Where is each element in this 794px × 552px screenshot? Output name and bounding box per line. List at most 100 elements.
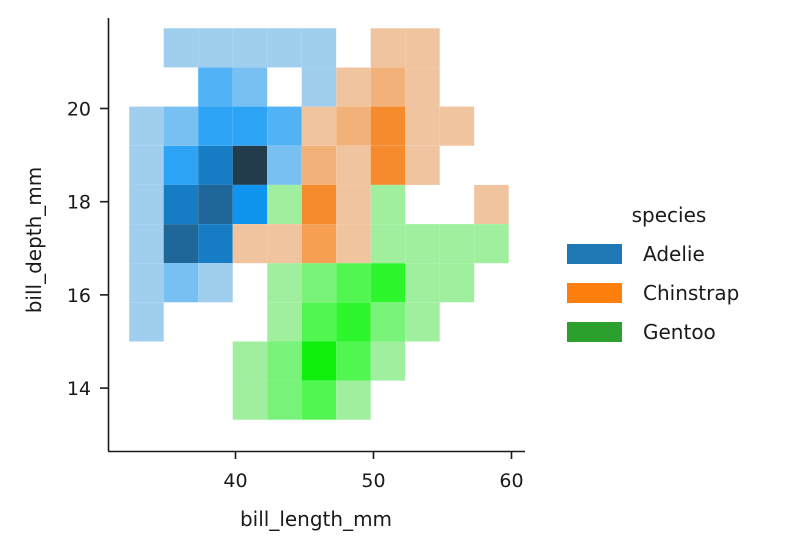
histogram-cell (232, 380, 268, 420)
series-gentoo-cells (232, 184, 509, 420)
histogram-cell (370, 28, 406, 68)
x-tick-label: 60 (499, 470, 523, 492)
histogram-cell (267, 263, 302, 303)
histogram-cell (370, 341, 406, 381)
series-adelie-cells (129, 28, 337, 342)
histogram-cell (232, 184, 268, 224)
x-axis-ticks: 40 50 60 (223, 451, 524, 492)
histogram-cell (267, 106, 302, 146)
histogram-cell (474, 224, 509, 264)
histogram-cell (370, 184, 406, 224)
legend-label-chinstrap: Chinstrap (643, 281, 739, 305)
histogram-cell (267, 184, 302, 224)
legend-label-gentoo: Gentoo (643, 320, 716, 344)
y-tick-label: 18 (67, 192, 91, 214)
histogram-cell (232, 28, 268, 68)
histogram-cell (129, 106, 164, 146)
histogram-cell (336, 106, 371, 146)
histogram-cell (301, 302, 337, 342)
histogram-cell (232, 106, 268, 146)
histogram-cell (405, 145, 440, 185)
series-chinstrap-cells (232, 28, 509, 264)
y-tick-label: 20 (67, 99, 91, 121)
histogram-cell (336, 145, 371, 185)
histogram-cell (198, 224, 233, 264)
histogram-cell (267, 145, 302, 185)
histogram-cell (232, 67, 268, 107)
histogram-cell (301, 145, 337, 185)
histogram-cell (198, 28, 233, 68)
histogram-cell (405, 263, 440, 303)
legend-entries: Adelie Chinstrap Gentoo (567, 242, 739, 344)
histogram-cell (198, 263, 233, 303)
histogram-cell (232, 341, 268, 381)
histogram-cell (336, 67, 371, 107)
histogram-cell (336, 263, 371, 303)
histogram-cell (405, 106, 440, 146)
histogram-cell (301, 341, 337, 381)
histogram-cell (336, 341, 371, 381)
histogram-cell (198, 145, 233, 185)
legend-swatch-chinstrap (567, 283, 622, 303)
histogram-cell (301, 67, 337, 107)
histogram-cell (301, 184, 337, 224)
histogram-cell (370, 67, 406, 107)
histogram-cell (267, 28, 302, 68)
histogram-cell (198, 106, 233, 146)
histogram-cell (267, 341, 302, 381)
legend-title: species (632, 203, 707, 227)
histogram-cell (198, 67, 233, 107)
histogram-cell (232, 224, 268, 264)
histogram-cell (370, 224, 406, 264)
histogram-cell (129, 184, 164, 224)
histogram-cell (198, 184, 233, 224)
histogram-cell (129, 263, 164, 303)
histogram-cell (405, 302, 440, 342)
legend: species Adelie Chinstrap Gentoo (567, 203, 739, 344)
histogram-cell (267, 380, 302, 420)
histogram-cell (163, 263, 199, 303)
histogram-cell (474, 184, 509, 224)
histogram-cell (336, 224, 371, 264)
histogram-cell (405, 28, 440, 68)
histogram-cell (163, 224, 199, 264)
histogram-cell (336, 184, 371, 224)
histogram-cell (129, 224, 164, 264)
histogram-cell (439, 263, 475, 303)
histogram-cell (336, 380, 371, 420)
histogram-cell (301, 380, 337, 420)
histogram-cell (370, 302, 406, 342)
histogram-cell (129, 145, 164, 185)
x-axis-label: bill_length_mm (240, 507, 392, 531)
legend-swatch-adelie (567, 244, 622, 264)
histogram-cell (370, 145, 406, 185)
histogram-cell (232, 145, 268, 185)
histogram-cell (267, 224, 302, 264)
histogram-cell (301, 106, 337, 146)
histogram-cell (370, 106, 406, 146)
legend-swatch-gentoo (567, 322, 622, 342)
histogram-cell (301, 224, 337, 264)
y-tick-label: 16 (67, 285, 91, 307)
histogram-cell (439, 224, 475, 264)
histogram-cell (129, 302, 164, 342)
histogram-cell (163, 106, 199, 146)
histogram-cell (336, 302, 371, 342)
x-tick-label: 40 (223, 470, 247, 492)
y-axis-label: bill_depth_mm (22, 167, 46, 314)
histogram-cell (439, 106, 475, 146)
legend-label-adelie: Adelie (643, 242, 705, 266)
histogram-cell (301, 28, 337, 68)
x-tick-label: 50 (361, 470, 385, 492)
histogram-cell (163, 184, 199, 224)
histogram-cell (267, 302, 302, 342)
histogram-cell (163, 145, 199, 185)
y-tick-label: 14 (67, 378, 91, 400)
histogram-cell (405, 224, 440, 264)
histogram-cell (301, 263, 337, 303)
y-axis-ticks: 14 16 18 20 (67, 99, 108, 400)
histogram-cell (370, 263, 406, 303)
histogram-cell (405, 67, 440, 107)
histogram-cells (129, 28, 509, 420)
